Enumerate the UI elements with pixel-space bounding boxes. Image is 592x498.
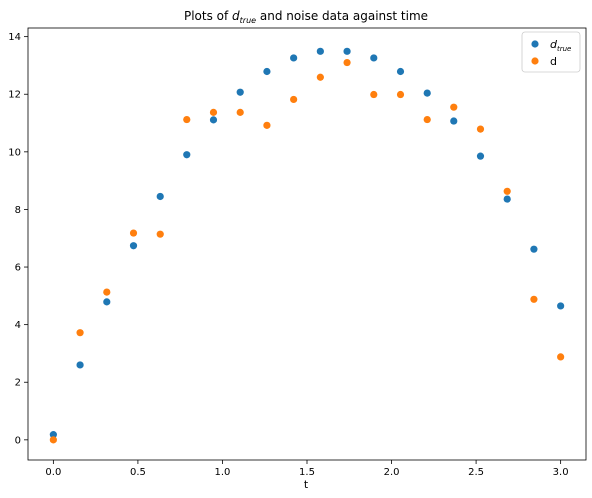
- legend-label-d: d: [550, 55, 557, 68]
- point-d-7: [236, 108, 244, 116]
- point-d-2: [103, 288, 111, 296]
- point-d-13: [396, 90, 405, 99]
- axes-frame: [27, 27, 587, 461]
- point-d-16: [476, 125, 485, 133]
- y-tick-label: 6: [15, 263, 21, 274]
- point-d-8: [263, 121, 271, 129]
- point-d-true-4: [156, 192, 164, 201]
- y-tick-label: 8: [15, 205, 21, 216]
- x-tick-label: 0.0: [45, 467, 61, 478]
- legend-label-d-true: dtrue: [550, 38, 571, 53]
- axes: 0.0 0.5 1.0 1.5 2.0 2.5 3.0 0 2 4 6 8 10 12 14: [8, 27, 587, 478]
- point-d-3: [129, 229, 138, 237]
- point-d-true-6: [209, 116, 218, 124]
- point-d-true-12: [370, 54, 378, 62]
- point-d-18: [530, 295, 538, 303]
- x-tick-label: 2.5: [468, 467, 484, 478]
- point-d-11: [343, 58, 351, 67]
- point-d-true-2: [103, 298, 111, 306]
- point-d-true-10: [316, 47, 324, 55]
- y-tick-label: 0: [15, 435, 21, 446]
- point-d-14: [423, 115, 431, 124]
- point-d-true-8: [263, 67, 271, 76]
- point-d-true-9: [290, 54, 298, 62]
- y-tick-label: 2: [15, 378, 21, 389]
- chart-title-suffix: and noise data against time: [256, 9, 428, 23]
- chart-title-prefix: Plots of: [184, 9, 232, 23]
- point-d-true-14: [423, 89, 431, 97]
- x-tick-label: 0.5: [130, 467, 146, 478]
- point-d-true-1: [76, 361, 84, 369]
- point-d-true-16: [476, 152, 485, 160]
- point-d-9: [290, 95, 298, 104]
- y-tick-label: 4: [15, 320, 21, 331]
- x-axis-label: t: [304, 478, 309, 491]
- point-d-15: [450, 103, 458, 111]
- point-d-true-13: [396, 67, 405, 76]
- chart-title-var: d: [232, 9, 240, 23]
- point-d-12: [370, 90, 378, 99]
- y-tick-label: 14: [8, 32, 21, 43]
- legend-marker-d-true: [531, 40, 539, 48]
- point-d-17: [503, 187, 511, 195]
- point-d-1: [76, 329, 84, 337]
- chart-title: Plots of dtrue and noise data against ti…: [184, 9, 428, 25]
- point-d-true-15: [450, 117, 458, 125]
- point-d-6: [209, 108, 218, 116]
- point-d-0: [49, 436, 57, 444]
- point-d-true-3: [129, 242, 138, 250]
- point-d-10: [316, 73, 324, 81]
- point-d-true-19: [557, 302, 565, 310]
- y-tick-label: 12: [8, 90, 21, 101]
- point-d-true-0: [49, 431, 57, 439]
- point-d-true-11: [343, 47, 351, 55]
- point-d-true-5: [183, 151, 191, 159]
- x-tick-label: 1.5: [299, 467, 315, 478]
- x-tick-label: 3.0: [553, 467, 569, 478]
- point-d-true-17: [503, 195, 511, 203]
- chart-title-var-sub: true: [240, 16, 256, 25]
- x-tick-label: 1.0: [215, 467, 231, 478]
- legend: dtrue d: [521, 31, 581, 73]
- x-tick-label: 2.0: [384, 467, 400, 478]
- point-d-4: [156, 230, 164, 238]
- y-tick-label: 10: [8, 147, 21, 158]
- point-d-true-18: [530, 245, 538, 253]
- point-d-true-7: [236, 88, 244, 96]
- legend-marker-d: [531, 57, 539, 65]
- point-d-19: [557, 353, 565, 361]
- plot-area: [49, 47, 565, 444]
- point-d-5: [183, 115, 191, 124]
